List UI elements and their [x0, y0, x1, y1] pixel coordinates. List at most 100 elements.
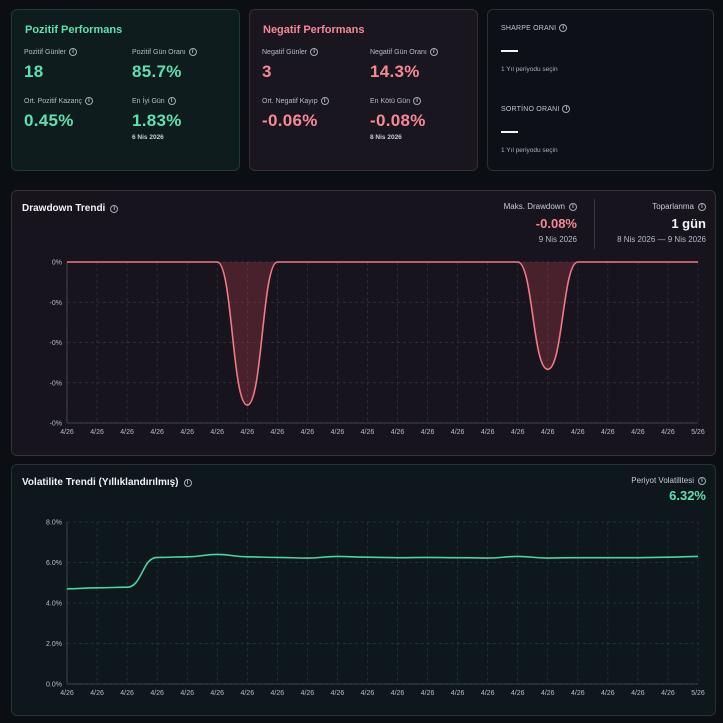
- max-drawdown-value: -0.08%: [535, 216, 577, 231]
- x-tick-label: 5/26: [691, 690, 705, 697]
- drawdown-trend-card: Drawdown Trendi i Maks. Drawdown i -0.08%…: [11, 190, 716, 456]
- x-tick-label: 4/26: [271, 429, 285, 436]
- max-drawdown-date: 9 Nis 2026: [538, 235, 577, 244]
- x-tick-label: 4/26: [120, 690, 134, 697]
- recovery-range: 8 Nis 2026 — 9 Nis 2026: [617, 235, 706, 244]
- series-area-0: [67, 262, 698, 406]
- worst-day-metric: En Kötü Gün i -0.08% 8 Nis 2026: [370, 97, 426, 141]
- drawdown-title: Drawdown Trendi: [22, 203, 106, 214]
- recovery-stat: Toparlanma i 1 gün 8 Nis 2026 — 9 Nis 202…: [617, 202, 706, 244]
- x-tick-label: 4/26: [631, 690, 645, 697]
- info-icon[interactable]: i: [188, 48, 197, 56]
- info-icon[interactable]: i: [84, 97, 93, 105]
- avg-gain-label: Ort. Pozitif Kazanç: [24, 97, 82, 105]
- positive-days-metric: Pozitif Günler i 18: [24, 48, 78, 82]
- worst-day-date: 8 Nis 2026: [370, 134, 402, 141]
- recovery-label: Toparlanma: [652, 202, 694, 211]
- x-tick-label: 4/26: [451, 429, 465, 436]
- series-line-0: [67, 261, 698, 406]
- x-tick-label: 4/26: [421, 429, 435, 436]
- info-icon[interactable]: i: [110, 204, 119, 213]
- positive-performance-title: Pozitif Performans: [25, 24, 123, 36]
- sharpe-ratio-label: SHARPE ORANI: [501, 24, 557, 32]
- positive-ratio-value: 85.7%: [132, 62, 182, 81]
- x-tick-label: 4/26: [661, 690, 675, 697]
- volatility-trend-card: Volatilite Trendi (Yıllıklandırılmış) i …: [11, 464, 716, 716]
- x-tick-label: 4/26: [451, 690, 465, 697]
- info-icon[interactable]: i: [413, 97, 422, 105]
- x-tick-label: 4/26: [541, 429, 555, 436]
- info-icon[interactable]: i: [562, 105, 571, 113]
- sortino-ratio-label: SORTİNO ORANI: [501, 105, 560, 113]
- best-day-metric: En İyi Gün i 1.83% 6 Nis 2026: [132, 97, 182, 141]
- x-tick-label: 4/26: [391, 429, 405, 436]
- x-tick-label: 4/26: [601, 429, 615, 436]
- x-tick-label: 4/26: [90, 690, 104, 697]
- info-icon[interactable]: i: [429, 48, 438, 56]
- y-tick-label: -0%: [50, 421, 62, 428]
- worst-day-label: En Kötü Gün: [370, 97, 411, 105]
- x-tick-label: 4/26: [571, 429, 585, 436]
- x-tick-label: 5/26: [691, 429, 705, 436]
- sortino-ratio-block: SORTİNO ORANI i 1 Yıl periyodu seçin: [501, 105, 571, 154]
- best-day-label: En İyi Gün: [132, 97, 165, 105]
- x-tick-label: 4/26: [60, 429, 74, 436]
- x-tick-label: 4/26: [90, 429, 104, 436]
- x-tick-label: 4/26: [331, 690, 345, 697]
- x-tick-label: 4/26: [361, 429, 375, 436]
- info-icon[interactable]: i: [310, 48, 319, 56]
- volatility-title: Volatilite Trendi (Yıllıklandırılmış): [22, 477, 179, 488]
- x-tick-label: 4/26: [481, 429, 495, 436]
- info-icon[interactable]: i: [183, 478, 192, 487]
- info-icon[interactable]: i: [320, 97, 329, 105]
- x-tick-label: 4/26: [541, 690, 555, 697]
- y-tick-label: 4.0%: [46, 601, 62, 608]
- info-icon[interactable]: i: [569, 202, 577, 211]
- x-tick-label: 4/26: [661, 429, 675, 436]
- y-tick-label: -0%: [50, 340, 62, 347]
- x-tick-label: 4/26: [210, 690, 224, 697]
- x-tick-label: 4/26: [180, 690, 194, 697]
- negative-performance-card: Negatif Performans Negatif Günler i 3 Neg…: [249, 9, 478, 171]
- avg-loss-value: -0.06%: [262, 111, 318, 130]
- series-line-0: [66, 553, 699, 590]
- volatility-chart[interactable]: 0.0% 2.0% 4.0% 6.0% 8.0% 4/26 4/26 4/26 4/26 4/26…: [12, 465, 715, 715]
- x-tick-label: 4/26: [120, 429, 134, 436]
- info-icon[interactable]: i: [698, 202, 706, 211]
- x-tick-label: 4/26: [481, 690, 495, 697]
- max-drawdown-stat: Maks. Drawdown i -0.08% 9 Nis 2026: [504, 202, 577, 244]
- x-tick-label: 4/26: [240, 690, 254, 697]
- x-tick-label: 4/26: [301, 690, 315, 697]
- avg-loss-label: Ort. Negatif Kayıp: [262, 97, 318, 105]
- x-tick-label: 4/26: [301, 429, 315, 436]
- positive-days-value: 18: [24, 62, 44, 81]
- x-tick-label: 4/26: [631, 429, 645, 436]
- sharpe-ratio-note: 1 Yıl periyodu seçin: [501, 66, 558, 73]
- positive-days-label: Pozitif Günler: [24, 48, 67, 56]
- x-tick-label: 4/26: [331, 429, 345, 436]
- info-icon[interactable]: i: [69, 48, 78, 56]
- avg-gain-metric: Ort. Pozitif Kazanç i 0.45%: [24, 97, 93, 131]
- x-tick-label: 4/26: [511, 690, 525, 697]
- sharpe-ratio-value: [501, 50, 518, 52]
- period-volatility-stat: Periyot Volatilitesi i 6.32%: [631, 476, 706, 503]
- x-tick-label: 4/26: [150, 429, 164, 436]
- negative-days-value: 3: [262, 62, 272, 81]
- worst-day-value: -0.08%: [370, 111, 426, 130]
- avg-loss-metric: Ort. Negatif Kayıp i -0.06%: [262, 97, 329, 131]
- info-icon[interactable]: i: [559, 24, 568, 32]
- x-tick-label: 4/26: [421, 690, 435, 697]
- info-icon[interactable]: i: [698, 476, 706, 485]
- y-tick-label: 2.0%: [46, 641, 62, 648]
- info-icon[interactable]: i: [167, 97, 176, 105]
- x-tick-label: 4/26: [240, 429, 254, 436]
- x-tick-label: 4/26: [150, 690, 164, 697]
- drawdown-chart[interactable]: 0%-0%-0%-0%-0%4/26 4/26 4/26 4/26 4/26 4/26 4/…: [12, 191, 715, 455]
- x-tick-label: 4/26: [361, 690, 375, 697]
- sharpe-ratio-block: SHARPE ORANI i 1 Yıl periyodu seçin: [501, 24, 568, 73]
- y-tick-label: 6.0%: [46, 560, 62, 567]
- y-tick-label: 0%: [52, 260, 62, 267]
- x-tick-label: 4/26: [601, 690, 615, 697]
- positive-ratio-metric: Pozitif Gün Oranı i 85.7%: [132, 48, 197, 82]
- y-tick-label: -0%: [50, 300, 62, 307]
